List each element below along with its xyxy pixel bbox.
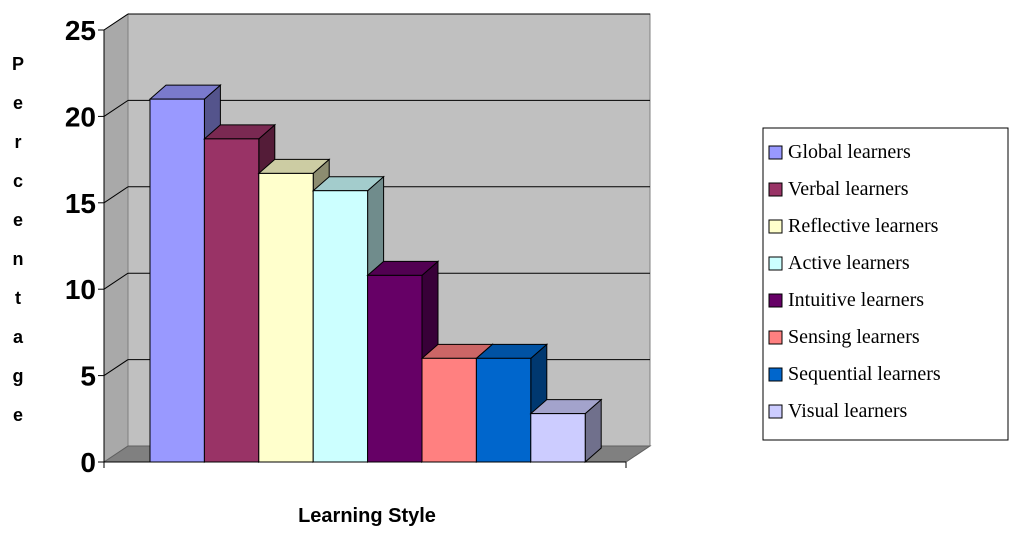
legend-item: Verbal learners — [768, 178, 909, 200]
y-tick-labels: 0 5 10 15 20 25 — [65, 15, 96, 478]
bar — [367, 274, 423, 463]
bar — [203, 138, 260, 463]
legend-swatch — [768, 404, 783, 419]
legend-swatch — [768, 145, 783, 160]
bar — [530, 413, 586, 463]
x-axis-label: Learning Style — [298, 505, 436, 527]
legend-swatch — [768, 256, 783, 271]
bar — [149, 98, 205, 463]
legend-item: Sequential learners — [768, 363, 941, 385]
legend-box — [762, 127, 1009, 441]
gridline-side — [103, 99, 129, 117]
y-tick-label: 25 — [65, 15, 96, 46]
y-axis-label-letter: n — [13, 249, 24, 269]
y-axis-label-letter: g — [13, 366, 24, 386]
legend: Global learners Verbal learners Reflective… — [762, 127, 1009, 441]
legend-swatch — [768, 219, 783, 234]
legend-label: Visual learners — [788, 400, 908, 422]
y-tick-label: 15 — [65, 188, 96, 219]
legend-label: Sequential learners — [788, 363, 941, 385]
legend-item: Reflective learners — [768, 215, 939, 237]
legend-swatch — [768, 367, 783, 382]
y-tick-label: 5 — [80, 361, 96, 392]
legend-item: Visual learners — [768, 400, 908, 422]
legend-swatch — [768, 293, 783, 308]
legend-label: Active learners — [788, 252, 910, 274]
legend-item: Active learners — [768, 252, 910, 274]
gridline-side — [103, 359, 129, 377]
bar — [258, 172, 314, 463]
y-axis-label-letter: t — [15, 288, 21, 308]
legend-label: Intuitive learners — [788, 289, 924, 311]
y-axis-label-letter: r — [14, 132, 21, 152]
y-axis-label-letter: c — [13, 171, 23, 191]
legend-item: Global learners — [768, 141, 911, 163]
gridline-side — [103, 186, 129, 204]
side-wall — [103, 13, 129, 463]
axes — [98, 29, 627, 468]
y-axis-label-letter: P — [12, 54, 24, 74]
y-axis-label-letter: a — [13, 327, 24, 347]
y-axis-label-letter: e — [13, 210, 23, 230]
legend-swatch — [768, 330, 783, 345]
bars — [148, 84, 603, 464]
legend-swatch — [768, 182, 783, 197]
legend-item: Intuitive learners — [768, 289, 924, 311]
y-axis-label-letter: e — [13, 93, 23, 113]
bar — [475, 357, 532, 463]
legend-label: Sensing learners — [788, 326, 920, 348]
gridline-side — [103, 272, 129, 290]
y-tick-label: 10 — [65, 274, 96, 305]
y-axis-label-letter: e — [13, 405, 23, 425]
bar — [421, 357, 477, 463]
gridline-side — [103, 13, 129, 31]
bar — [312, 190, 369, 463]
legend-label: Verbal learners — [788, 178, 909, 200]
y-tick-label: 20 — [65, 101, 96, 132]
y-tick-label: 0 — [80, 447, 96, 478]
legend-item: Sensing learners — [768, 326, 920, 348]
bar-visual-learners — [529, 398, 603, 464]
legend-label: Reflective learners — [788, 215, 939, 237]
legend-label: Global learners — [788, 141, 911, 163]
